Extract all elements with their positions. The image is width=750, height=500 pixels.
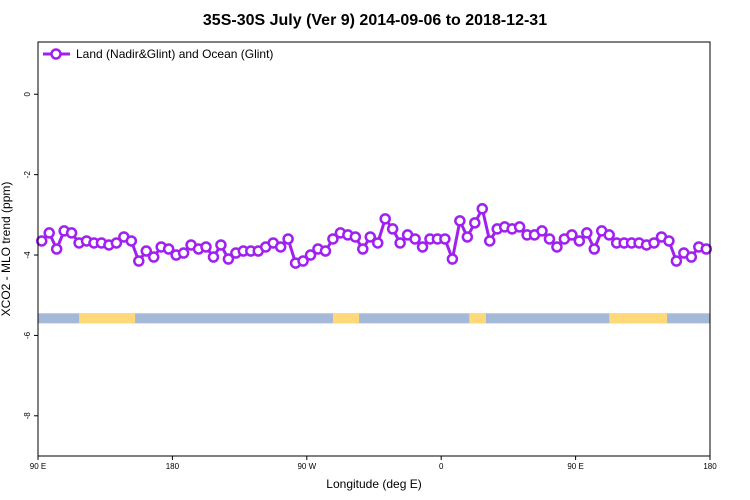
- data-point: [573, 235, 586, 247]
- y-tick-label: -4: [23, 251, 32, 259]
- data-point: [215, 239, 227, 251]
- data-point: [364, 231, 377, 243]
- x-axis: 90 E 180 90 W 0 90 E 180: [30, 456, 717, 471]
- data-point: [125, 235, 138, 247]
- data-point: [439, 233, 451, 245]
- land-band: [79, 313, 136, 324]
- data-point: [551, 241, 563, 253]
- legend-marker: [50, 48, 62, 60]
- data-point: [386, 223, 399, 235]
- y-tick-label: 0: [23, 91, 32, 96]
- x-tick-label: 90 W: [297, 462, 316, 471]
- data-point: [133, 255, 145, 267]
- data-point: [513, 221, 526, 233]
- data-point: [147, 251, 160, 263]
- data-point: [349, 231, 362, 243]
- data-point: [297, 255, 309, 267]
- y-tick-label: -2: [23, 171, 32, 179]
- x-tick-label: 0: [439, 462, 444, 471]
- land-band: [609, 313, 668, 324]
- data-point: [304, 249, 317, 261]
- data-point: [603, 229, 615, 241]
- data-point: [566, 229, 578, 241]
- data-point: [274, 241, 287, 253]
- data-point: [43, 227, 55, 239]
- chart-title: 35S-30S July (Ver 9) 2014-09-06 to 2018-…: [203, 12, 547, 29]
- data-point: [140, 245, 153, 257]
- data-point: [207, 251, 220, 263]
- plot-frame: [37, 41, 711, 457]
- data-point: [581, 227, 593, 239]
- x-tick-label: 180: [703, 462, 717, 471]
- data-point: [319, 245, 332, 257]
- data-point: [394, 237, 406, 249]
- data-point: [200, 241, 212, 253]
- data-point: [50, 243, 63, 255]
- y-axis-label: XCO2 - MLO trend (ppm): [0, 182, 13, 317]
- data-point: [670, 255, 683, 267]
- data-point: [461, 231, 474, 243]
- land-ocean-strip: [38, 313, 710, 324]
- data-point: [454, 215, 466, 227]
- data-point: [483, 235, 496, 247]
- legend: Land (Nadir&Glint) and Ocean (Glint): [43, 47, 273, 61]
- legend-label: Land (Nadir&Glint) and Ocean (Glint): [76, 47, 273, 61]
- ocean-band: [38, 313, 710, 324]
- data-point: [327, 233, 339, 245]
- data-point: [446, 253, 459, 265]
- series-point-layer: [35, 203, 713, 269]
- x-tick-label: 90 E: [30, 462, 46, 471]
- data-point: [379, 213, 391, 225]
- data-point: [416, 241, 429, 253]
- plot-area: [35, 41, 713, 457]
- data-point: [65, 227, 78, 239]
- data-point: [177, 247, 190, 259]
- data-point: [35, 235, 48, 247]
- y-tick-label: -8: [23, 412, 32, 420]
- data-point: [648, 237, 660, 249]
- data-point: [357, 243, 369, 255]
- x-tick-label: 180: [166, 462, 180, 471]
- y-tick-label: -6: [23, 331, 32, 339]
- data-point: [700, 243, 713, 255]
- land-band: [469, 313, 486, 324]
- data-point: [222, 253, 235, 265]
- data-point: [282, 233, 294, 245]
- data-point: [162, 243, 175, 255]
- data-point: [371, 237, 384, 249]
- data-point: [409, 233, 421, 245]
- data-point: [543, 233, 556, 245]
- data-point: [476, 203, 489, 215]
- y-axis: 0 -2 -4 -6 -8: [23, 91, 38, 419]
- x-axis-label: Longitude (deg E): [326, 477, 421, 491]
- land-band: [332, 313, 360, 324]
- data-point: [469, 217, 481, 229]
- data-point: [110, 237, 123, 249]
- data-point: [685, 251, 698, 263]
- x-tick-label: 90 E: [567, 462, 583, 471]
- data-point: [663, 235, 675, 247]
- data-point: [588, 243, 601, 255]
- data-point: [536, 225, 548, 237]
